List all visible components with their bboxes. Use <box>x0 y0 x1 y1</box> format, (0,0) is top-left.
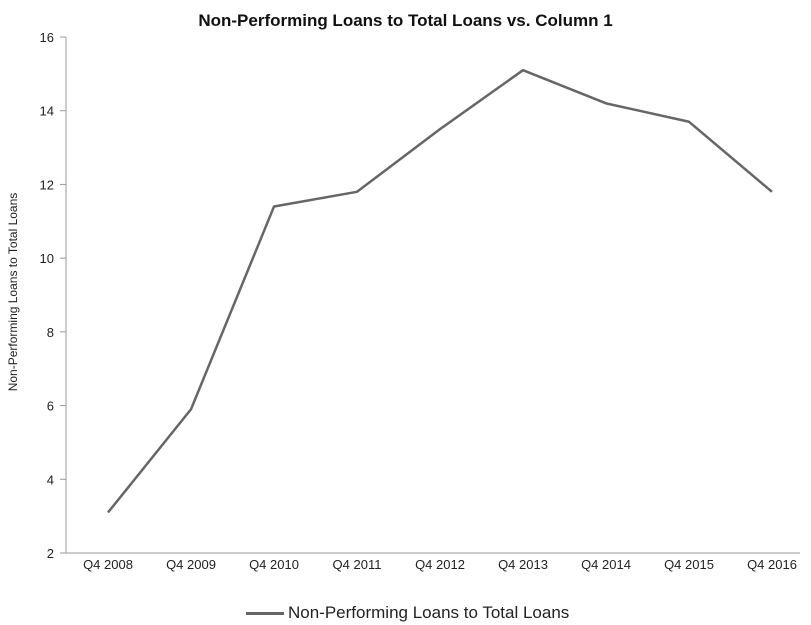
x-tick-label: Q4 2013 <box>498 557 548 572</box>
y-tick-label: 16 <box>40 30 54 45</box>
x-tick-label: Q4 2015 <box>664 557 714 572</box>
x-tick-label: Q4 2008 <box>83 557 133 572</box>
chart-title: Non-Performing Loans to Total Loans vs. … <box>198 11 613 30</box>
x-tick-label: Q4 2009 <box>166 557 216 572</box>
x-tick-label: Q4 2016 <box>747 557 797 572</box>
y-tick-label: 12 <box>40 177 54 192</box>
legend-label: Non-Performing Loans to Total Loans <box>288 603 570 622</box>
y-tick-label: 14 <box>40 104 54 119</box>
x-tick-label: Q4 2012 <box>415 557 465 572</box>
y-tick-label: 10 <box>40 251 54 266</box>
legend: Non-Performing Loans to Total Loans <box>246 603 569 623</box>
x-tick-label: Q4 2011 <box>333 557 382 572</box>
y-tick-label: 8 <box>47 325 54 340</box>
series-line <box>107 68 773 514</box>
x-tick-label: Q4 2010 <box>249 557 299 572</box>
legend-swatch <box>246 611 284 615</box>
y-tick-label: 2 <box>47 546 54 561</box>
x-tick-label: Q4 2014 <box>581 557 631 572</box>
y-tick-label: 6 <box>47 399 54 414</box>
y-tick-label: 4 <box>47 472 54 487</box>
